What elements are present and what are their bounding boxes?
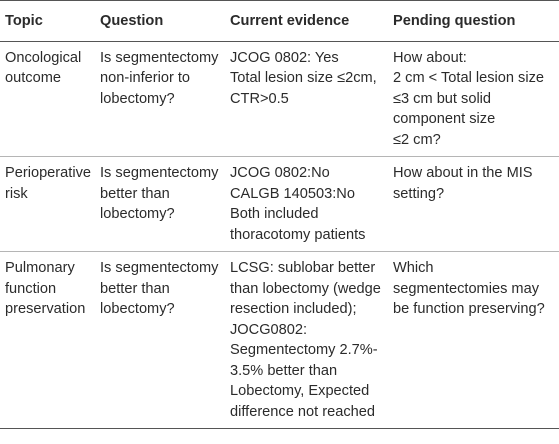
cell-line: difference not reached bbox=[230, 403, 375, 420]
cell-evidence: LCSG: sublobar better than lobectomy (we… bbox=[225, 252, 388, 429]
cell-line: JCOG 0802: Yes bbox=[230, 49, 339, 66]
cell-line: ≤3 cm but solid bbox=[393, 90, 492, 107]
cell-line: lobectomy? bbox=[100, 90, 175, 107]
table-row: Pulmonary function preservation Is segme… bbox=[0, 252, 559, 429]
cell-topic: Pulmonary function preservation bbox=[0, 252, 95, 429]
cell-line: How about in the MIS bbox=[393, 165, 533, 181]
cell-line: Total lesion size ≤2cm, bbox=[230, 70, 377, 86]
cell-line: How about: bbox=[393, 49, 467, 66]
cell-evidence: JCOG 0802: Yes Total lesion size ≤2cm, C… bbox=[225, 41, 388, 157]
cell-line: lobectomy? bbox=[100, 301, 175, 317]
cell-line: than lobectomy (wedge bbox=[230, 280, 381, 297]
header-pending-question: Pending question bbox=[388, 0, 559, 42]
cell-line: be function preserving? bbox=[393, 301, 545, 317]
header-row: Topic Question Current evidence Pending … bbox=[0, 0, 559, 42]
cell-evidence: JCOG 0802:No CALGB 140503:No Both includ… bbox=[225, 157, 388, 252]
cell-pending: How about: 2 cm < Total lesion size ≤3 c… bbox=[388, 41, 559, 157]
cell-line: 3.5% better than bbox=[230, 362, 338, 379]
header-current-evidence: Current evidence bbox=[225, 0, 388, 42]
header-question: Question bbox=[95, 0, 225, 42]
cell-line: CTR>0.5 bbox=[230, 90, 289, 107]
cell-line: component size bbox=[393, 111, 496, 127]
cell-line: Lobectomy, Expected bbox=[230, 383, 370, 399]
cell-line: preservation bbox=[5, 301, 86, 317]
cell-line: Pulmonary bbox=[5, 260, 75, 276]
cell-line: LCSG: sublobar better bbox=[230, 260, 376, 276]
cell-question: Is segmentectomy better than lobectomy? bbox=[95, 252, 225, 429]
cell-line: JOCG0802: bbox=[230, 321, 308, 338]
cell-line: segmentectomies may bbox=[393, 280, 539, 297]
table-row: Oncological outcome Is segmentectomy non… bbox=[0, 41, 559, 157]
cell-line: thoracotomy patients bbox=[230, 226, 366, 243]
cell-line: Both included bbox=[230, 206, 319, 222]
cell-line: ≤2 cm? bbox=[393, 131, 441, 148]
cell-line: 2 cm < Total lesion size bbox=[393, 70, 545, 86]
cell-line: function bbox=[5, 280, 57, 297]
cell-line: Is segmentectomy bbox=[100, 165, 219, 181]
cell-question: Is segmentectomy better than lobectomy? bbox=[95, 157, 225, 252]
header-topic: Topic bbox=[0, 0, 95, 42]
table-row: Perioperative risk Is segmentectomy bett… bbox=[0, 157, 559, 252]
cell-topic: Oncological outcome bbox=[0, 41, 95, 157]
cell-topic: Perioperative risk bbox=[0, 157, 95, 252]
cell-line: CALGB 140503:No bbox=[230, 185, 355, 202]
evidence-table: Topic Question Current evidence Pending … bbox=[0, 0, 559, 429]
cell-pending: How about in the MIS setting? bbox=[388, 157, 559, 252]
cell-question: Is segmentectomy non-inferior to lobecto… bbox=[95, 41, 225, 157]
cell-line: lobectomy? bbox=[100, 206, 175, 222]
cell-line: Segmentectomy 2.7%- bbox=[230, 342, 378, 358]
cell-line: Is segmentectomy bbox=[100, 260, 219, 276]
cell-line: resection included); bbox=[230, 301, 357, 317]
cell-line: Which bbox=[393, 260, 434, 276]
cell-line: Oncological bbox=[5, 49, 82, 66]
cell-line: Perioperative bbox=[5, 165, 91, 181]
cell-line: risk bbox=[5, 185, 28, 202]
cell-line: JCOG 0802:No bbox=[230, 165, 330, 181]
cell-line: outcome bbox=[5, 70, 61, 86]
cell-pending: Which segmentectomies may be function pr… bbox=[388, 252, 559, 429]
cell-line: setting? bbox=[393, 185, 445, 202]
cell-line: better than bbox=[100, 280, 170, 297]
cell-line: Is segmentectomy bbox=[100, 49, 219, 66]
cell-line: non-inferior to bbox=[100, 70, 191, 86]
cell-line: better than bbox=[100, 185, 170, 202]
